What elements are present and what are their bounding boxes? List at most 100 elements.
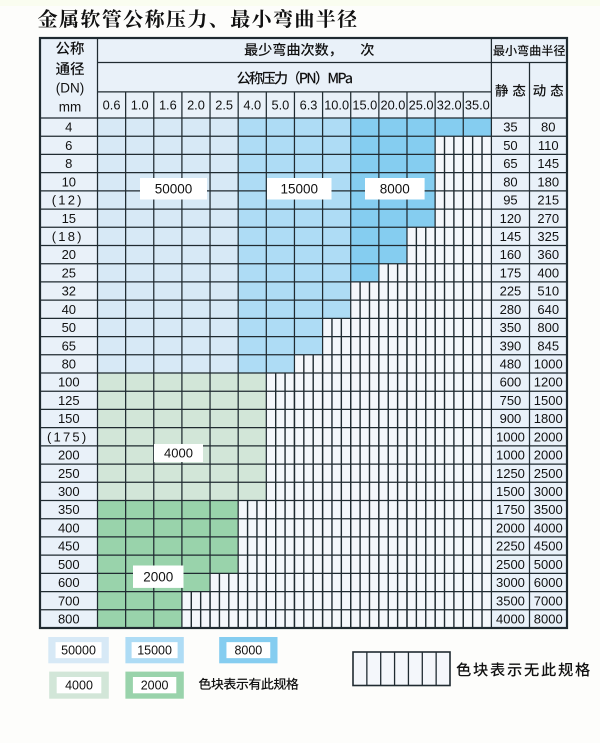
- svg-text:4000: 4000: [534, 520, 563, 535]
- svg-text:350: 350: [500, 320, 522, 335]
- svg-text:5000: 5000: [534, 557, 563, 572]
- svg-text:1.0: 1.0: [131, 98, 149, 113]
- svg-text:7000: 7000: [534, 593, 563, 608]
- svg-text:2.5: 2.5: [215, 98, 233, 113]
- svg-text:15.0: 15.0: [352, 98, 377, 113]
- svg-text:2000: 2000: [496, 520, 525, 535]
- svg-text:3500: 3500: [496, 593, 525, 608]
- svg-text:10.0: 10.0: [324, 98, 349, 113]
- svg-text:500: 500: [58, 557, 80, 572]
- svg-text:215: 215: [537, 193, 559, 208]
- svg-text:2000: 2000: [534, 448, 563, 463]
- svg-text:(175): (175): [47, 429, 88, 444]
- svg-text:6: 6: [65, 138, 72, 153]
- svg-text:4.0: 4.0: [243, 98, 261, 113]
- svg-text:2500: 2500: [534, 466, 563, 481]
- svg-text:145: 145: [500, 229, 522, 244]
- svg-text:40: 40: [62, 302, 76, 317]
- svg-text:120: 120: [500, 211, 522, 226]
- svg-text:3000: 3000: [534, 484, 563, 499]
- svg-text:1000: 1000: [496, 448, 525, 463]
- svg-text:1000: 1000: [496, 429, 525, 444]
- svg-text:4000: 4000: [164, 446, 193, 461]
- svg-text:325: 325: [537, 229, 559, 244]
- svg-text:4500: 4500: [534, 539, 563, 554]
- svg-text:400: 400: [58, 520, 80, 535]
- svg-text:50: 50: [62, 320, 76, 335]
- svg-text:390: 390: [500, 338, 522, 353]
- svg-text:225: 225: [500, 284, 522, 299]
- svg-text:510: 510: [537, 284, 559, 299]
- svg-text:800: 800: [58, 611, 80, 626]
- svg-text:65: 65: [503, 156, 517, 171]
- svg-text:450: 450: [58, 539, 80, 554]
- svg-text:180: 180: [537, 174, 559, 189]
- svg-text:110: 110: [538, 138, 559, 153]
- svg-text:6000: 6000: [534, 575, 563, 590]
- svg-text:15000: 15000: [137, 644, 172, 658]
- svg-text:2500: 2500: [496, 557, 525, 572]
- svg-text:10: 10: [62, 174, 76, 189]
- svg-text:5.0: 5.0: [271, 98, 289, 113]
- svg-text:160: 160: [500, 247, 522, 262]
- svg-text:4000: 4000: [65, 679, 93, 693]
- svg-text:125: 125: [58, 393, 80, 408]
- svg-text:15: 15: [62, 211, 76, 226]
- svg-text:145: 145: [537, 156, 559, 171]
- svg-text:400: 400: [537, 265, 559, 280]
- svg-text:640: 640: [537, 302, 559, 317]
- svg-text:100: 100: [58, 375, 80, 390]
- svg-text:20.0: 20.0: [380, 98, 405, 113]
- svg-text:845: 845: [537, 338, 559, 353]
- svg-text:6.3: 6.3: [300, 98, 318, 113]
- svg-text:2000: 2000: [534, 429, 563, 444]
- svg-text:8000: 8000: [380, 182, 410, 197]
- svg-text:600: 600: [58, 575, 80, 590]
- svg-text:1250: 1250: [496, 466, 525, 481]
- svg-text:600: 600: [500, 375, 522, 390]
- svg-text:270: 270: [537, 211, 559, 226]
- svg-text:80: 80: [62, 356, 76, 371]
- svg-text:8000: 8000: [234, 644, 262, 658]
- svg-text:300: 300: [58, 484, 80, 499]
- svg-text:8000: 8000: [534, 611, 563, 626]
- svg-text:1000: 1000: [534, 356, 563, 371]
- svg-text:35.0: 35.0: [465, 98, 490, 113]
- svg-text:(12): (12): [52, 193, 84, 208]
- svg-text:50000: 50000: [61, 644, 96, 658]
- svg-text:900: 900: [500, 411, 522, 426]
- svg-text:350: 350: [58, 502, 80, 517]
- svg-text:175: 175: [500, 265, 522, 280]
- svg-text:80: 80: [541, 120, 555, 135]
- svg-text:20: 20: [62, 247, 76, 262]
- svg-text:32: 32: [62, 284, 76, 299]
- svg-text:750: 750: [500, 393, 522, 408]
- svg-text:700: 700: [58, 593, 80, 608]
- svg-text:25: 25: [62, 265, 76, 280]
- svg-text:150: 150: [58, 411, 80, 426]
- svg-text:50: 50: [503, 138, 517, 153]
- svg-text:4: 4: [65, 120, 72, 135]
- svg-text:50000: 50000: [155, 182, 193, 197]
- svg-text:1500: 1500: [534, 393, 563, 408]
- svg-text:95: 95: [503, 193, 517, 208]
- svg-text:360: 360: [537, 247, 559, 262]
- svg-text:8: 8: [65, 156, 72, 171]
- svg-text:25.0: 25.0: [409, 98, 434, 113]
- svg-text:2000: 2000: [141, 679, 169, 693]
- svg-text:200: 200: [58, 448, 80, 463]
- svg-text:1200: 1200: [534, 375, 563, 390]
- svg-text:2250: 2250: [496, 539, 525, 554]
- svg-text:(DN): (DN): [56, 80, 85, 95]
- svg-text:480: 480: [500, 356, 522, 371]
- svg-text:15000: 15000: [280, 182, 318, 197]
- svg-text:280: 280: [500, 302, 522, 317]
- svg-text:1800: 1800: [534, 411, 563, 426]
- svg-text:1500: 1500: [496, 484, 525, 499]
- svg-text:1.6: 1.6: [159, 98, 177, 113]
- svg-text:0.6: 0.6: [103, 98, 121, 113]
- svg-text:4000: 4000: [496, 611, 525, 626]
- svg-text:35: 35: [503, 120, 517, 135]
- svg-text:2.0: 2.0: [187, 98, 205, 113]
- svg-text:(18): (18): [52, 229, 84, 244]
